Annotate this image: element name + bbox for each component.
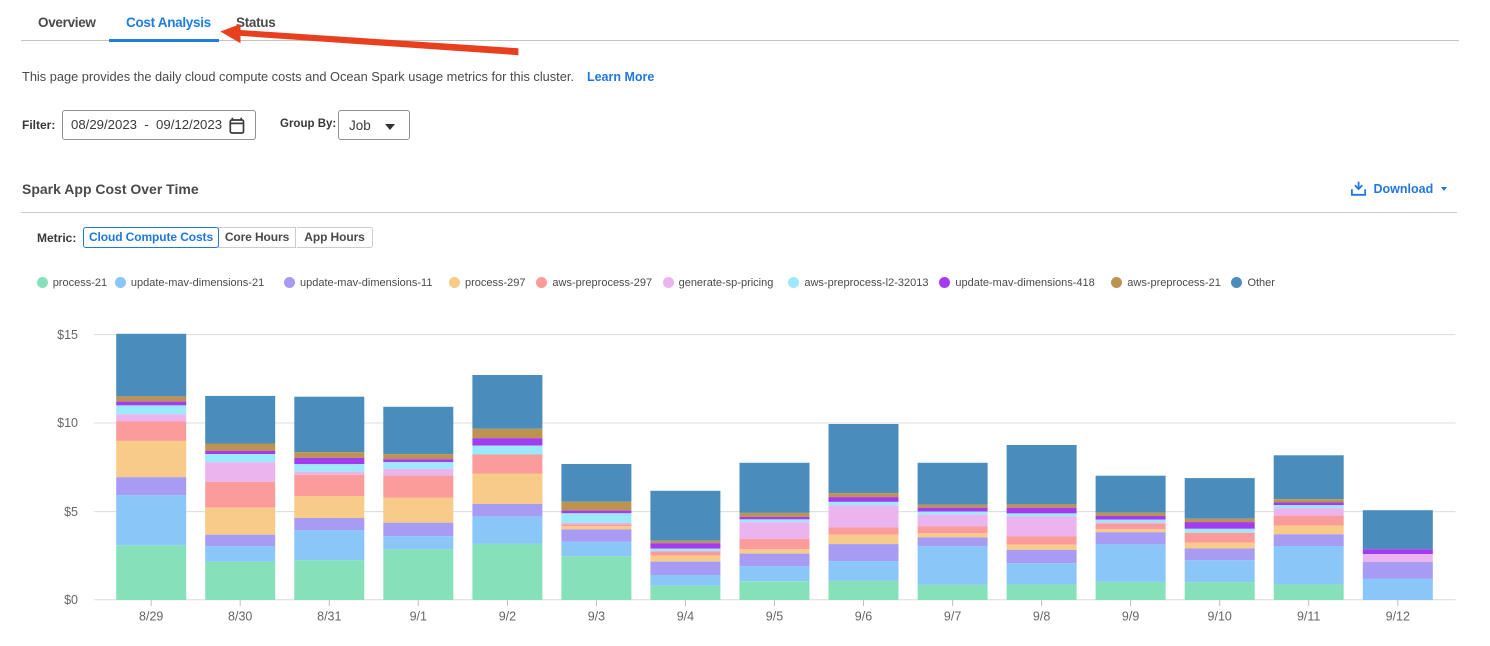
svg-text:8/29: 8/29 bbox=[139, 610, 163, 624]
svg-text:$0: $0 bbox=[64, 593, 78, 607]
svg-text:9/11: 9/11 bbox=[1297, 610, 1320, 624]
svg-text:9/5: 9/5 bbox=[766, 610, 783, 624]
svg-text:9/7: 9/7 bbox=[944, 610, 961, 624]
svg-text:9/6: 9/6 bbox=[855, 610, 872, 624]
svg-text:9/4: 9/4 bbox=[677, 610, 694, 624]
svg-text:9/3: 9/3 bbox=[588, 610, 605, 624]
svg-text:8/30: 8/30 bbox=[228, 610, 252, 624]
svg-text:8/31: 8/31 bbox=[317, 610, 341, 624]
svg-text:9/12: 9/12 bbox=[1386, 610, 1410, 624]
svg-text:9/9: 9/9 bbox=[1122, 610, 1139, 624]
svg-text:$15: $15 bbox=[57, 328, 78, 342]
svg-text:9/10: 9/10 bbox=[1208, 610, 1232, 624]
svg-text:9/2: 9/2 bbox=[499, 610, 516, 624]
svg-text:$5: $5 bbox=[64, 505, 78, 519]
svg-text:$10: $10 bbox=[57, 416, 78, 430]
svg-text:9/1: 9/1 bbox=[410, 610, 427, 624]
svg-text:9/8: 9/8 bbox=[1033, 610, 1050, 624]
